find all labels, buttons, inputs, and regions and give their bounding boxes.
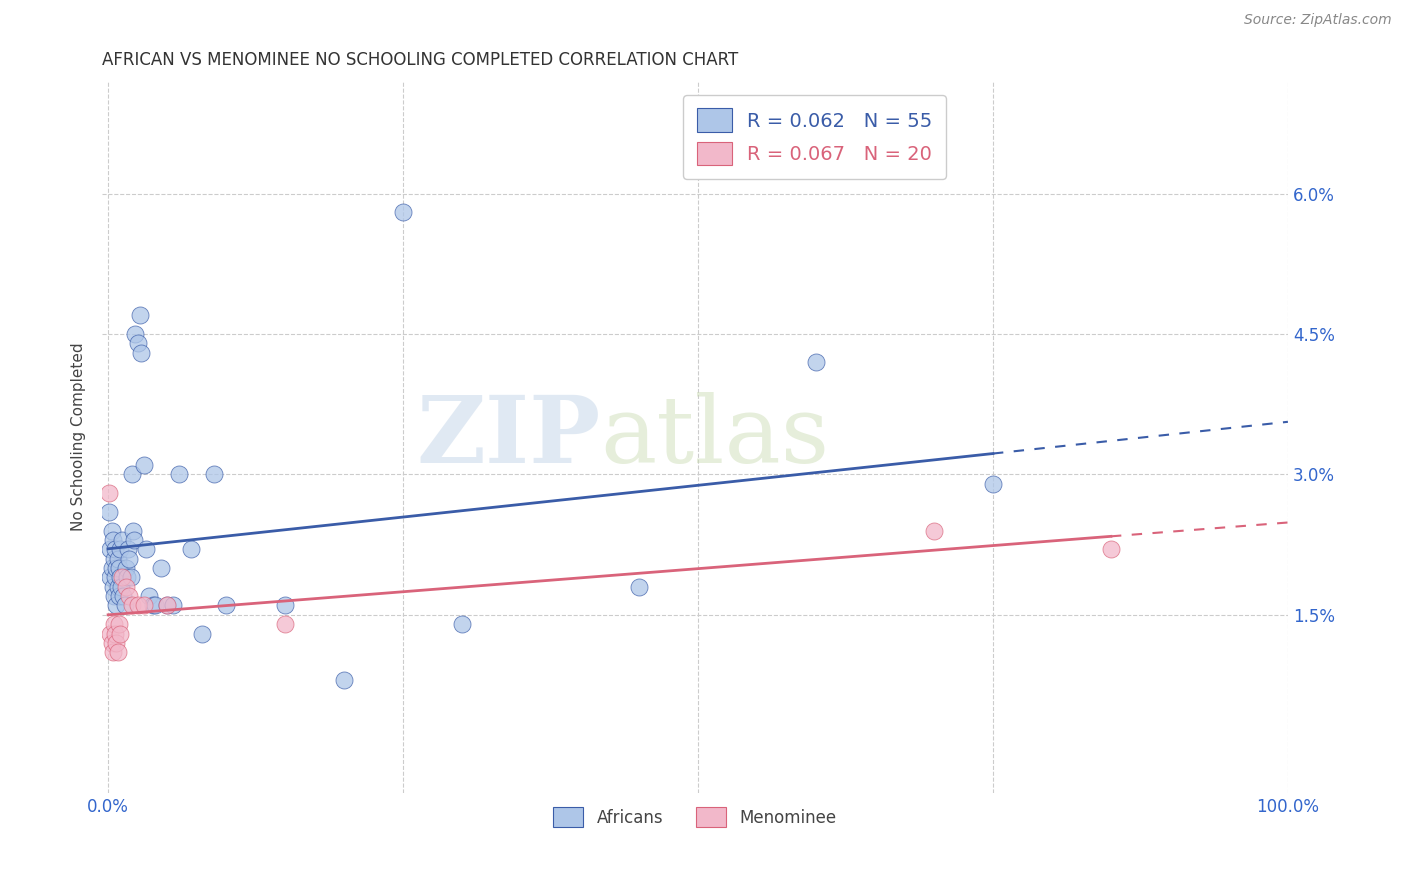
Point (108, 570, 131, 584)
Point (120, 570, 142, 584)
Point (143, 599, 166, 613)
Point (103, 589, 125, 603)
Point (107, 645, 129, 659)
Point (105, 599, 128, 613)
Point (150, 561, 173, 575)
Point (804, 355, 827, 369)
Point (122, 524, 145, 538)
Point (162, 599, 184, 613)
Point (100, 524, 122, 538)
Point (142, 599, 165, 613)
Point (100, 636, 122, 650)
Point (215, 599, 238, 613)
Point (180, 542, 202, 557)
Point (105, 636, 128, 650)
Point (191, 626, 214, 640)
Point (117, 542, 139, 557)
Point (121, 467, 143, 482)
Point (115, 570, 138, 584)
Point (451, 617, 474, 632)
Point (105, 561, 128, 575)
Point (108, 626, 131, 640)
Point (112, 589, 135, 603)
Point (114, 580, 136, 594)
Point (103, 617, 125, 632)
Point (100, 542, 122, 557)
Point (107, 589, 129, 603)
Point (627, 580, 650, 594)
Point (127, 599, 149, 613)
Text: AFRICAN VS MENOMINEE NO SCHOOLING COMPLETED CORRELATION CHART: AFRICAN VS MENOMINEE NO SCHOOLING COMPLE… (103, 51, 738, 69)
Y-axis label: No Schooling Completed: No Schooling Completed (72, 343, 86, 532)
Point (107, 551, 129, 566)
Point (100, 626, 122, 640)
Point (111, 570, 134, 584)
Point (100, 561, 122, 575)
Point (127, 336, 149, 351)
Point (135, 542, 157, 557)
Point (124, 326, 146, 341)
Point (132, 599, 155, 613)
Point (101, 533, 124, 547)
Point (121, 599, 143, 613)
Point (156, 599, 179, 613)
Point (98, 505, 121, 519)
Point (274, 599, 297, 613)
Point (167, 467, 190, 482)
Point (122, 533, 145, 547)
Point (274, 617, 297, 632)
Point (98, 486, 121, 500)
Point (104, 542, 127, 557)
Point (101, 580, 124, 594)
Point (156, 599, 179, 613)
Point (101, 645, 124, 659)
Point (129, 345, 152, 359)
Point (132, 458, 155, 472)
Point (118, 589, 141, 603)
Point (108, 542, 131, 557)
Point (107, 580, 129, 594)
Point (129, 309, 152, 323)
Point (100, 570, 122, 584)
Point (114, 599, 136, 613)
Point (110, 580, 132, 594)
Point (138, 589, 160, 603)
Point (114, 561, 136, 575)
Text: atlas: atlas (600, 392, 830, 482)
Point (202, 467, 225, 482)
Text: Source: ZipAtlas.com: Source: ZipAtlas.com (1244, 13, 1392, 28)
Point (107, 561, 129, 575)
Point (104, 626, 127, 640)
Point (1099, 542, 1122, 557)
Point (333, 673, 356, 688)
Point (103, 551, 125, 566)
Point (107, 617, 129, 632)
Legend: Africans, Menominee: Africans, Menominee (547, 800, 844, 834)
Text: ZIP: ZIP (416, 392, 600, 482)
Point (392, 205, 415, 219)
Point (104, 570, 127, 584)
Point (922, 524, 945, 538)
Point (111, 533, 134, 547)
Point (118, 551, 141, 566)
Point (981, 476, 1004, 491)
